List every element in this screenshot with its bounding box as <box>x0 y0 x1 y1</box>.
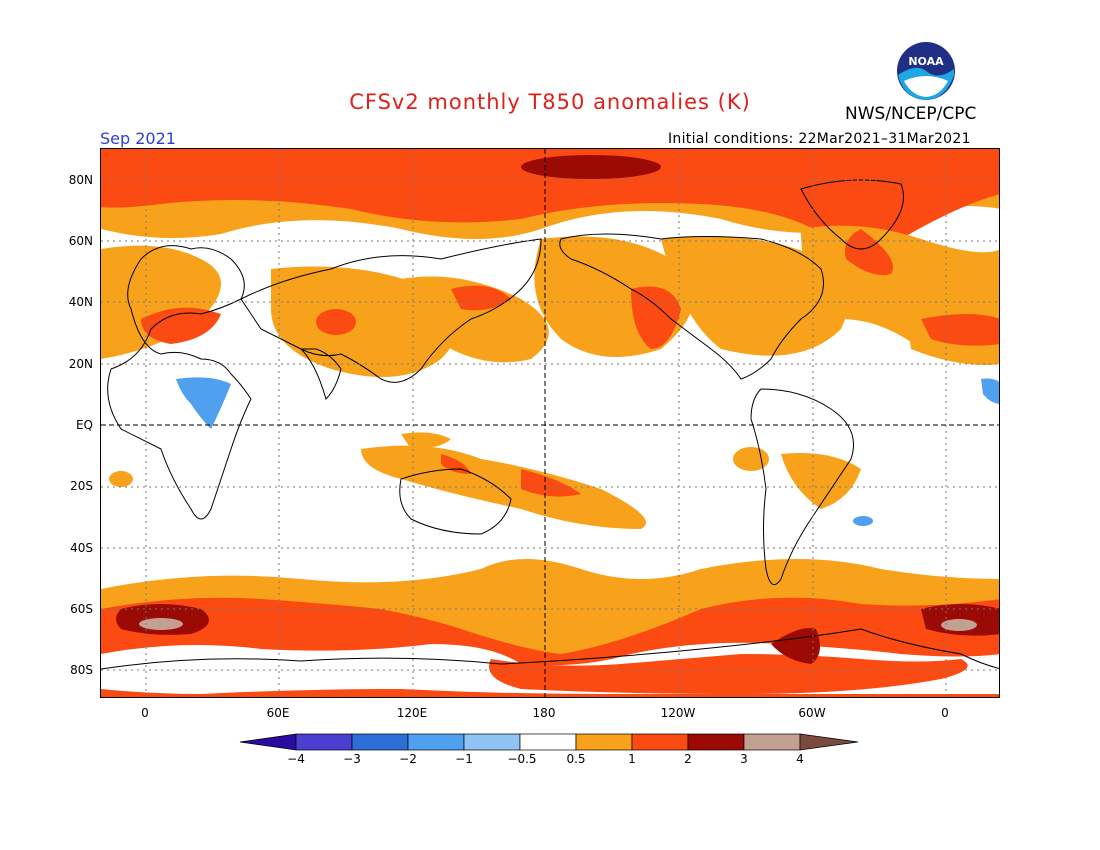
chart-title: CFSv2 monthly T850 anomalies (K) <box>349 90 751 114</box>
colorbar-label: −4 <box>287 752 305 766</box>
agency-label: NWS/NCEP/CPC <box>845 104 977 124</box>
colorbar-label: 0.5 <box>566 752 586 766</box>
noaa-logo: NOAA <box>897 42 955 100</box>
lat-label: 80S <box>70 663 93 677</box>
lat-label: 40S <box>70 541 93 555</box>
gridlines <box>101 149 999 697</box>
colorbar-label: 1 <box>628 752 636 766</box>
period-label: Sep 2021 <box>100 129 176 148</box>
arctic-red-band <box>101 149 999 257</box>
lon-label: 120E <box>396 706 428 720</box>
colorbar-label: −2 <box>399 752 417 766</box>
initial-conditions-label: Initial conditions: 22Mar2021–31Mar2021 <box>668 131 971 147</box>
colorbar-label: −1 <box>455 752 473 766</box>
lon-label: 0 <box>141 706 149 720</box>
lat-label: 20S <box>70 479 93 493</box>
lat-label: 40N <box>68 295 93 309</box>
colorbar-label: −3 <box>343 752 361 766</box>
lon-label: 60W <box>798 706 826 720</box>
lon-label: 180 <box>532 706 556 720</box>
lat-label: 20N <box>68 357 93 371</box>
colorbar-label: 3 <box>740 752 748 766</box>
map-svg <box>101 149 999 697</box>
svg-text:NOAA: NOAA <box>908 55 944 68</box>
lat-label: EQ <box>75 418 93 432</box>
lat-label: 60S <box>70 602 93 616</box>
colorbar-label: 4 <box>796 752 804 766</box>
anomaly-map <box>100 148 1000 698</box>
lat-label: 60N <box>68 234 93 248</box>
lon-label: 60E <box>266 706 290 720</box>
lon-label: 0 <box>941 706 949 720</box>
lat-label: 80N <box>68 173 93 187</box>
colorbar-label: −0.5 <box>507 752 537 766</box>
lon-label: 120W <box>660 706 696 720</box>
colorbar-label: 2 <box>684 752 692 766</box>
colorbar <box>239 733 859 751</box>
coastlines <box>101 179 999 670</box>
